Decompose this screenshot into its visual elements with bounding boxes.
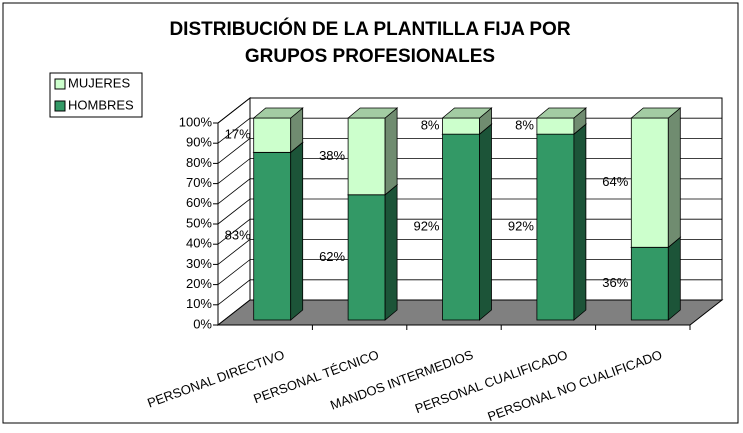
legend-swatch — [54, 78, 66, 90]
legend-swatch — [54, 100, 66, 112]
bar-side — [667, 107, 681, 249]
bar-side — [573, 123, 587, 321]
data-label: 62% — [319, 249, 345, 264]
y-tick-label: 40% — [186, 236, 212, 251]
bar-top — [346, 107, 399, 119]
bar-side — [479, 123, 492, 321]
bar-front — [630, 117, 669, 248]
bar — [630, 107, 682, 249]
bar-top — [441, 107, 493, 119]
bar — [535, 123, 588, 321]
bar-front — [442, 133, 480, 321]
data-label: 17% — [225, 127, 251, 142]
bar — [441, 107, 493, 136]
bar — [346, 183, 399, 321]
bar-front — [347, 117, 386, 196]
data-label: 8% — [421, 118, 440, 133]
y-tick-label: 80% — [186, 155, 212, 170]
y-tick-label: 10% — [186, 296, 212, 311]
bar-front — [536, 117, 575, 135]
legend-label: HOMBRES — [68, 97, 134, 112]
bar-side — [667, 236, 681, 321]
data-label: 64% — [602, 174, 628, 189]
bar — [630, 236, 682, 321]
y-tick-label: 60% — [186, 195, 212, 210]
bar-front — [347, 194, 386, 321]
bar-side — [384, 107, 398, 196]
y-tick-label: 0% — [193, 316, 212, 331]
y-tick-label: 20% — [186, 276, 212, 291]
chart-title: DISTRIBUCIÓN DE LA PLANTILLA FIJA POR GRU… — [169, 18, 570, 67]
data-label: 38% — [319, 148, 345, 163]
grid-line — [217, 97, 722, 124]
legend-label: MUJERES — [68, 75, 130, 90]
y-tick-label: 100% — [179, 114, 213, 129]
bar — [252, 107, 304, 154]
data-label: 83% — [225, 228, 251, 243]
bar-front — [253, 151, 292, 321]
bar — [252, 141, 304, 321]
bar-side — [384, 183, 398, 321]
bar-front — [630, 246, 669, 321]
bar-top — [535, 107, 588, 119]
bar — [535, 107, 588, 136]
data-label: 92% — [508, 219, 534, 234]
bar-front — [536, 133, 575, 321]
bar-front — [253, 117, 292, 153]
bar — [346, 107, 399, 196]
data-label: 92% — [413, 219, 439, 234]
bar-side — [290, 141, 304, 321]
y-tick-label: 70% — [186, 175, 212, 190]
y-tick-label: 50% — [186, 215, 212, 230]
bar-top — [630, 107, 682, 119]
bar-front — [442, 117, 480, 135]
bar-top — [252, 107, 304, 119]
y-tick-label: 30% — [186, 256, 212, 271]
data-label: 36% — [602, 275, 628, 290]
bar — [441, 123, 493, 321]
data-label: 8% — [515, 118, 534, 133]
y-tick-label: 90% — [186, 135, 212, 150]
